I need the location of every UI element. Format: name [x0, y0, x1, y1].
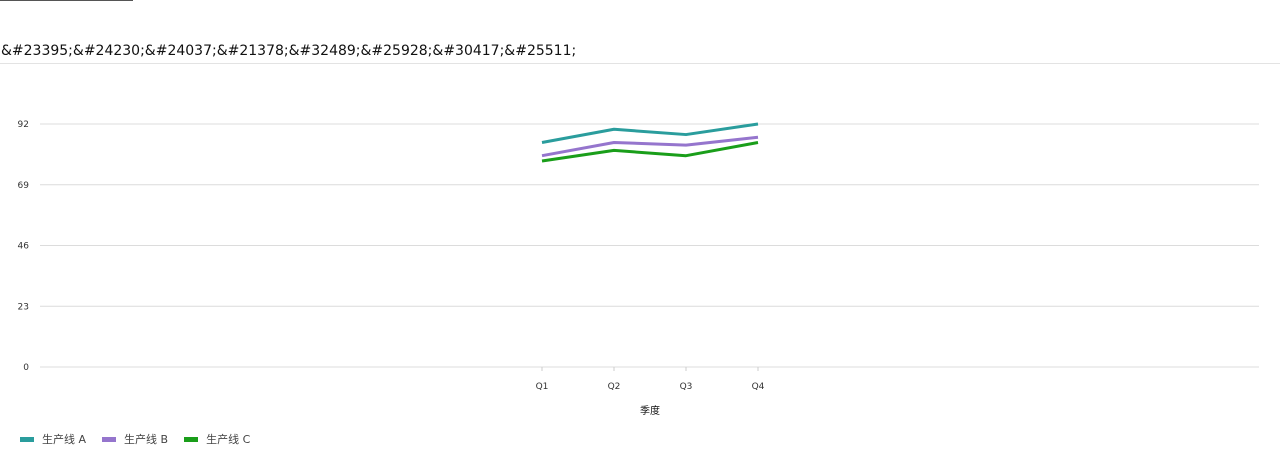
series-line-2: [541, 135, 759, 158]
x-axis-title: 季度: [640, 404, 660, 417]
legend-swatch: [102, 436, 117, 442]
legend-item-1[interactable]: 生产线 A: [20, 431, 86, 447]
x-tick-label: Q2: [608, 382, 621, 392]
top-rule: [0, 0, 133, 1]
legend-item-2[interactable]: 生产线 B: [102, 431, 168, 447]
y-tick-label: 0: [23, 363, 29, 373]
line-chart: 0 23 46 69 92 Q1 Q2 Q3 Q4 季度: [18, 120, 1259, 417]
y-tick-label: 92: [18, 120, 29, 130]
legend-swatch: [184, 436, 199, 442]
series-line-1: [541, 122, 759, 144]
legend-label: 生产线 B: [124, 433, 169, 446]
legend: 生产线 A 生产线 B 生产线 C: [20, 431, 250, 447]
legend-item-3[interactable]: 生产线 C: [184, 431, 250, 447]
series-line-3: [541, 141, 759, 163]
page-title: &#23395;&#24230;&#24037;&#21378;&#32489;…: [1, 43, 577, 59]
y-tick-label: 46: [18, 242, 30, 252]
x-axis-ticks: Q1 Q2 Q3 Q4: [536, 367, 765, 392]
grid-lines: [40, 123, 1259, 368]
legend-swatch: [20, 436, 34, 442]
y-axis-ticks: 0 23 46 69 92: [18, 120, 30, 373]
y-tick-label: 69: [18, 181, 30, 191]
x-tick-label: Q4: [752, 382, 765, 392]
legend-label: 生产线 C: [206, 433, 251, 446]
series-lines: [541, 122, 759, 163]
y-tick-label: 23: [18, 302, 29, 312]
title-divider: [0, 63, 1280, 64]
x-tick-label: Q3: [680, 382, 693, 392]
x-tick-label: Q1: [536, 382, 549, 392]
legend-label: 生产线 A: [42, 433, 87, 446]
